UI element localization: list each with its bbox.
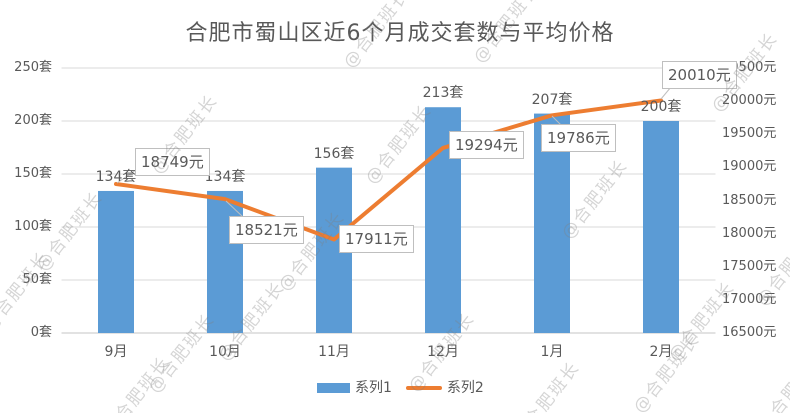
legend-series2-label: 系列2 (446, 380, 484, 396)
chart-title: 合肥市蜀山区近6个月成交套数与平均价格 (185, 21, 615, 46)
legend: 系列1 系列2 (317, 380, 484, 396)
legend-series2-swatch (405, 386, 442, 390)
legend-series1-label: 系列1 (355, 380, 392, 396)
callout-leader-line (116, 169, 137, 184)
price-line (114, 98, 663, 242)
legend-series1-swatch (317, 383, 350, 393)
callout-leader-line (225, 200, 244, 218)
bar (316, 167, 352, 333)
bar (98, 190, 134, 333)
bar (207, 190, 243, 333)
callout-leader-line (660, 86, 672, 100)
bar (425, 107, 461, 333)
bar (643, 121, 679, 333)
bar (534, 113, 570, 333)
